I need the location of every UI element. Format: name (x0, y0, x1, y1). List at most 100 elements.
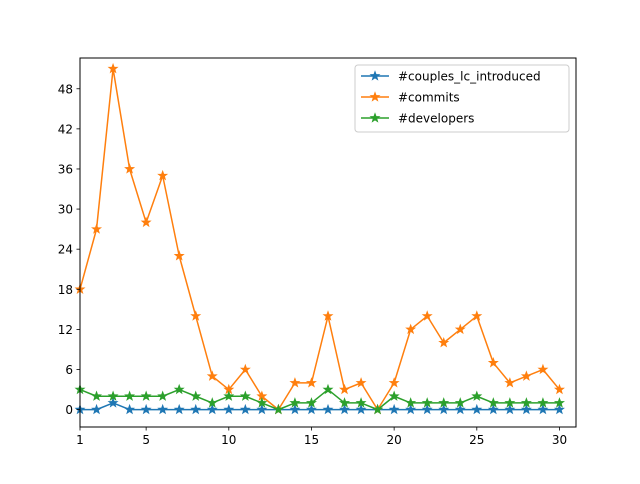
data-point (256, 403, 268, 415)
data-point (421, 310, 433, 321)
data-point (520, 370, 532, 381)
data-point (487, 403, 499, 415)
data-point (124, 403, 136, 415)
data-point (190, 310, 202, 321)
data-point (140, 216, 152, 228)
y-tick-label: 42 (58, 122, 73, 136)
data-point (289, 377, 301, 388)
data-point (322, 310, 334, 321)
legend-swatch-marker (369, 112, 381, 123)
data-point (355, 397, 367, 408)
series-layer (74, 62, 565, 415)
data-point (504, 397, 516, 408)
data-point (157, 390, 169, 401)
data-point (322, 383, 334, 395)
x-tick-label: 1 (76, 433, 84, 447)
data-point (239, 403, 251, 415)
x-tick-label: 5 (142, 433, 150, 447)
data-point (91, 223, 103, 234)
data-point (372, 403, 384, 415)
y-tick-label: 48 (58, 82, 73, 96)
data-point (438, 397, 450, 408)
data-point (454, 323, 466, 335)
data-point (487, 397, 499, 408)
data-point (355, 403, 367, 415)
data-point (504, 377, 516, 388)
data-point (289, 403, 301, 415)
data-point (537, 363, 549, 375)
y-tick-label: 12 (58, 323, 73, 337)
data-point (206, 403, 218, 415)
legend-label: #developers (398, 112, 474, 126)
data-point (553, 403, 565, 415)
data-point (405, 403, 417, 415)
data-point (190, 390, 202, 401)
data-point (405, 397, 417, 408)
data-point (289, 397, 301, 408)
data-point (140, 390, 152, 401)
data-point (305, 403, 317, 415)
data-point (520, 397, 532, 408)
data-point (388, 377, 400, 388)
data-point (239, 363, 251, 375)
data-point (140, 403, 152, 415)
x-tick-label: 10 (221, 433, 236, 447)
data-point (520, 403, 532, 415)
data-point (173, 250, 185, 261)
y-tick-label: 6 (65, 363, 73, 377)
data-point (91, 390, 103, 401)
data-point (339, 403, 351, 415)
axes-frame (79, 57, 577, 428)
legend: #couples_lc_introduced #commits #developer… (354, 64, 570, 133)
data-point (553, 397, 565, 408)
legend-box (354, 64, 570, 133)
data-point (438, 337, 450, 348)
data-point (504, 403, 516, 415)
data-point (223, 403, 235, 415)
data-point (471, 390, 483, 401)
series-line (79, 67, 561, 411)
x-tick-label: 20 (386, 433, 401, 447)
data-point (487, 357, 499, 368)
data-point (339, 383, 351, 395)
legend-swatch-marker (369, 91, 381, 102)
x-tick-label: 15 (304, 433, 319, 447)
data-point (454, 397, 466, 408)
data-point (305, 377, 317, 388)
legend-label: #commits (398, 91, 460, 105)
data-point (471, 403, 483, 415)
data-point (438, 403, 450, 415)
series-2 (74, 383, 565, 415)
data-point (107, 390, 119, 401)
legend-label: #couples_lc_introduced (398, 70, 541, 84)
x-tick-label: 30 (552, 433, 567, 447)
data-point (405, 323, 417, 335)
data-point (124, 163, 136, 174)
legend-swatch-marker (369, 70, 381, 81)
data-point (339, 397, 351, 408)
data-point (322, 403, 334, 415)
data-point (173, 383, 185, 395)
data-point (388, 390, 400, 401)
x-tick-label: 25 (469, 433, 484, 447)
data-point (388, 403, 400, 415)
data-point (305, 397, 317, 408)
data-point (157, 169, 169, 181)
data-point (206, 397, 218, 408)
data-point (239, 390, 251, 401)
data-point (107, 62, 119, 74)
data-point (537, 403, 549, 415)
y-tick-label: 30 (58, 203, 73, 217)
data-point (157, 403, 169, 415)
data-point (91, 403, 103, 415)
data-point (190, 403, 202, 415)
data-point (256, 397, 268, 408)
data-point (553, 383, 565, 395)
data-point (454, 403, 466, 415)
y-tick-label: 18 (58, 283, 73, 297)
data-point (537, 397, 549, 408)
data-point (107, 397, 119, 408)
